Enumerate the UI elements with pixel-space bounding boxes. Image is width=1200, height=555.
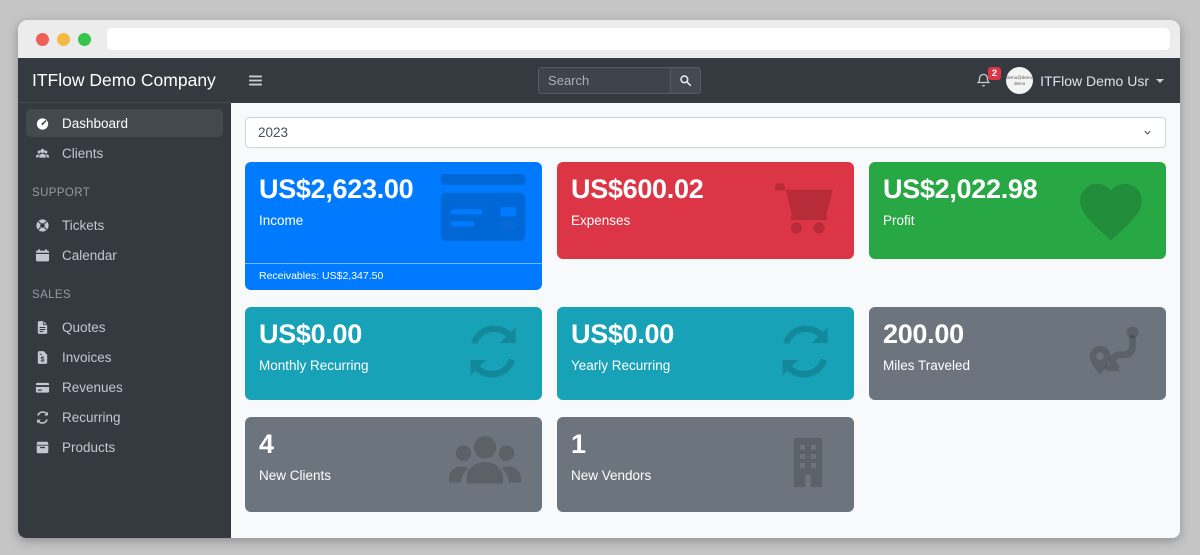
income-value: US$2,623.00 — [259, 174, 414, 204]
sidebar-item-label: Quotes — [62, 319, 106, 335]
url-bar[interactable] — [107, 28, 1170, 50]
chevron-down-icon — [1156, 78, 1164, 83]
sidebar-item-label: Invoices — [62, 349, 112, 365]
browser-chrome — [18, 20, 1180, 58]
sidebar-item-clients[interactable]: Clients — [26, 139, 223, 167]
avatar-text: demo — [1013, 80, 1026, 86]
menu-toggle-button[interactable] — [247, 72, 264, 89]
notifications-button[interactable]: 2 — [975, 67, 1002, 89]
year-filter-value: 2023 — [258, 125, 289, 140]
sidebar-item-label: Products — [62, 439, 116, 455]
sidebar-item-label: Tickets — [62, 217, 105, 233]
profit-card[interactable]: US$2,022.98 Profit — [869, 162, 1166, 259]
building-icon — [780, 427, 836, 502]
svg-text:$: $ — [40, 356, 44, 363]
sidebar-item-invoices[interactable]: $ Invoices — [26, 343, 223, 371]
sidebar-item-label: Dashboard — [62, 115, 129, 131]
profit-label: Profit — [883, 213, 915, 228]
invoice-file-icon: $ — [33, 350, 51, 365]
user-name: ITFlow Demo Usr — [1040, 72, 1149, 89]
search-icon — [679, 74, 692, 87]
year-filter-select[interactable]: 2023 — [245, 117, 1166, 148]
sidebar-item-label: Calendar — [62, 247, 117, 263]
browser-window: ITFlow Demo Company Dashboard Clients SU… — [18, 20, 1180, 538]
miles-traveled-label: Miles Traveled — [883, 358, 971, 373]
search-form — [538, 67, 702, 94]
bell-icon — [975, 72, 992, 89]
profit-value: US$2,022.98 — [883, 174, 1038, 204]
users-icon — [446, 430, 524, 499]
maximize-window-button[interactable] — [78, 32, 91, 46]
miles-traveled-card[interactable]: 200.00 Miles Traveled — [869, 307, 1166, 400]
expenses-card[interactable]: US$600.02 Expenses — [557, 162, 854, 259]
sidebar-item-calendar[interactable]: Calendar — [26, 241, 223, 269]
sidebar-item-dashboard[interactable]: Dashboard — [26, 109, 223, 137]
miles-traveled-value: 200.00 — [883, 319, 964, 349]
sidebar-section-sales: SALES — [32, 289, 72, 301]
income-footer: Receivables: US$2,347.50 — [245, 263, 542, 290]
close-window-button[interactable] — [36, 32, 49, 46]
new-vendors-card[interactable]: 1 New Vendors — [557, 417, 854, 512]
user-avatar: demo@demo demo — [1006, 67, 1034, 94]
expenses-value: US$600.02 — [571, 174, 704, 204]
minimize-window-button[interactable] — [57, 32, 70, 46]
yearly-recurring-label: Yearly Recurring — [571, 358, 671, 373]
window-controls — [36, 32, 91, 46]
sidebar-item-label: Recurring — [62, 409, 121, 425]
new-vendors-value: 1 — [571, 429, 586, 459]
income-label: Income — [259, 213, 304, 228]
brand-title[interactable]: ITFlow Demo Company — [18, 58, 231, 103]
credit-card-icon — [440, 174, 526, 246]
route-icon — [1082, 320, 1148, 387]
yearly-recurring-card[interactable]: US$0.00 Yearly Recurring — [557, 307, 854, 400]
life-ring-icon — [33, 218, 51, 233]
sidebar-item-label: Revenues — [62, 379, 123, 395]
users-icon — [33, 146, 51, 161]
top-navbar: 2 demo@demo demo ITFlow Demo Usr — [231, 58, 1180, 103]
yearly-recurring-value: US$0.00 — [571, 319, 674, 349]
income-card[interactable]: US$2,623.00 Income Receivables: US$2,347… — [245, 162, 542, 290]
new-vendors-label: New Vendors — [571, 468, 652, 483]
avatar-text: demo@demo — [1006, 74, 1034, 80]
stat-cards-grid: US$2,623.00 Income Receivables: US$2,347… — [245, 162, 1166, 512]
tachometer-icon — [33, 116, 51, 131]
sync-icon — [33, 410, 51, 425]
new-clients-value: 4 — [259, 429, 274, 459]
sidebar-item-products[interactable]: Products — [26, 433, 223, 461]
main-column: 2 demo@demo demo ITFlow Demo Usr 2023 — [231, 58, 1180, 538]
quote-file-icon — [33, 320, 51, 335]
search-input[interactable] — [538, 67, 671, 94]
heart-icon — [1074, 174, 1148, 247]
sidebar-item-tickets[interactable]: Tickets — [26, 211, 223, 239]
sidebar-item-revenues[interactable]: Revenues — [26, 373, 223, 401]
sidebar-nav: Dashboard Clients SUPPORT Tickets — [18, 103, 231, 463]
navbar-right: 2 demo@demo demo ITFlow Demo Usr — [975, 67, 1164, 94]
sidebar-section-support: SUPPORT — [32, 187, 91, 199]
calendar-icon — [33, 248, 51, 263]
dashboard-content: 2023 US$2,623.00 Income Receivables: US$… — [231, 103, 1180, 538]
monthly-recurring-value: US$0.00 — [259, 319, 362, 349]
box-icon — [33, 440, 51, 455]
notification-badge: 2 — [987, 67, 1002, 81]
select-chevron-icon — [1142, 127, 1153, 138]
sidebar: ITFlow Demo Company Dashboard Clients SU… — [18, 58, 231, 538]
new-clients-label: New Clients — [259, 468, 332, 483]
credit-card-icon — [33, 380, 51, 395]
monthly-recurring-label: Monthly Recurring — [259, 358, 369, 373]
shopping-cart-icon — [772, 173, 836, 248]
search-button[interactable] — [670, 67, 702, 94]
new-clients-card[interactable]: 4 New Clients — [245, 417, 542, 512]
sidebar-item-recurring[interactable]: Recurring — [26, 403, 223, 431]
user-menu[interactable]: demo@demo demo ITFlow Demo Usr — [1006, 67, 1164, 94]
monthly-recurring-card[interactable]: US$0.00 Monthly Recurring — [245, 307, 542, 400]
sidebar-item-label: Clients — [62, 145, 104, 161]
expenses-label: Expenses — [571, 213, 631, 228]
sidebar-item-quotes[interactable]: Quotes — [26, 313, 223, 341]
app: ITFlow Demo Company Dashboard Clients SU… — [18, 58, 1180, 538]
